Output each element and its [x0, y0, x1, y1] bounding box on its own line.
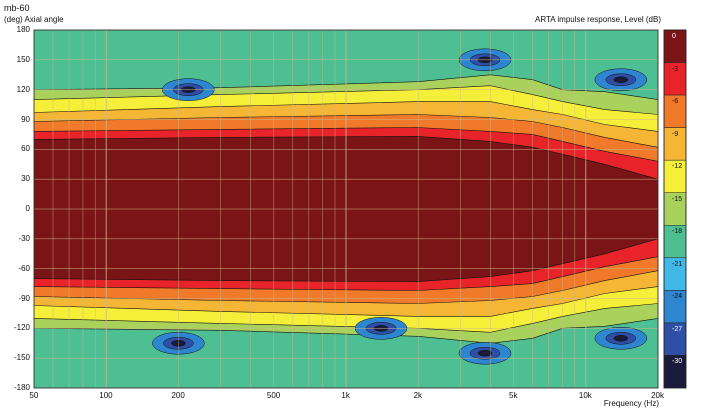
y-tick-label: 30: [21, 174, 30, 184]
colorbar-tick-label: -3: [672, 65, 679, 73]
x-tick-label: 10k: [578, 391, 592, 400]
null-regions: [152, 48, 648, 365]
colorbar-tick-label: -12: [672, 163, 683, 171]
x-tick-label: 2k: [413, 391, 423, 400]
y-tick-label: -30: [18, 233, 30, 243]
colorbar-tick-label: -21: [672, 260, 683, 268]
colorbar-tick-label: -9: [672, 130, 679, 138]
colorbar-label: ARTA impulse response, Level (dB): [535, 15, 661, 24]
colorbar-tick-label: -30: [672, 358, 683, 366]
y-tick-label: -150: [13, 353, 30, 363]
y-tick-label: -120: [13, 323, 30, 333]
x-axis-label: Frequency (Hz): [603, 399, 659, 408]
y-tick-label: 0: [25, 204, 30, 213]
y-tick-label: 120: [16, 84, 30, 94]
y-tick-label: 60: [21, 144, 30, 154]
colorbar-tick-label: -27: [672, 325, 683, 333]
x-tick-label: 50: [29, 391, 39, 400]
x-tick-label: 1k: [341, 391, 350, 400]
colorbar-tick-label: -15: [672, 195, 683, 203]
colorbar: [663, 29, 687, 389]
plot-frame: [33, 29, 659, 389]
null-core-2: [613, 76, 629, 83]
y-tick-label: 90: [21, 114, 30, 124]
y-tick-label: -90: [18, 293, 30, 303]
x-tick-label: 20k: [651, 391, 664, 400]
colorbar-tick-label: 0: [672, 33, 676, 40]
colorbar-frame: [663, 29, 687, 389]
y-tick-label: -180: [13, 383, 30, 392]
null-core-5: [477, 349, 493, 357]
colorbar-tick-label: -18: [672, 228, 683, 236]
colorbar-tick-label: -24: [672, 293, 683, 301]
x-tick-label: 100: [99, 391, 113, 400]
null-core-6: [613, 335, 629, 342]
y-tick-label: 150: [16, 54, 30, 64]
y-tick-label: -60: [18, 263, 30, 273]
x-tick-label: 200: [171, 391, 185, 400]
y-tick-label: 180: [16, 25, 30, 34]
chart-title: mb-60: [4, 3, 30, 13]
x-tick-label: 5k: [509, 391, 518, 400]
colorbar-tick-label: -6: [672, 98, 679, 106]
x-tick-label: 500: [266, 391, 281, 400]
y-axis-label: (deg) Axial angle: [4, 15, 64, 24]
